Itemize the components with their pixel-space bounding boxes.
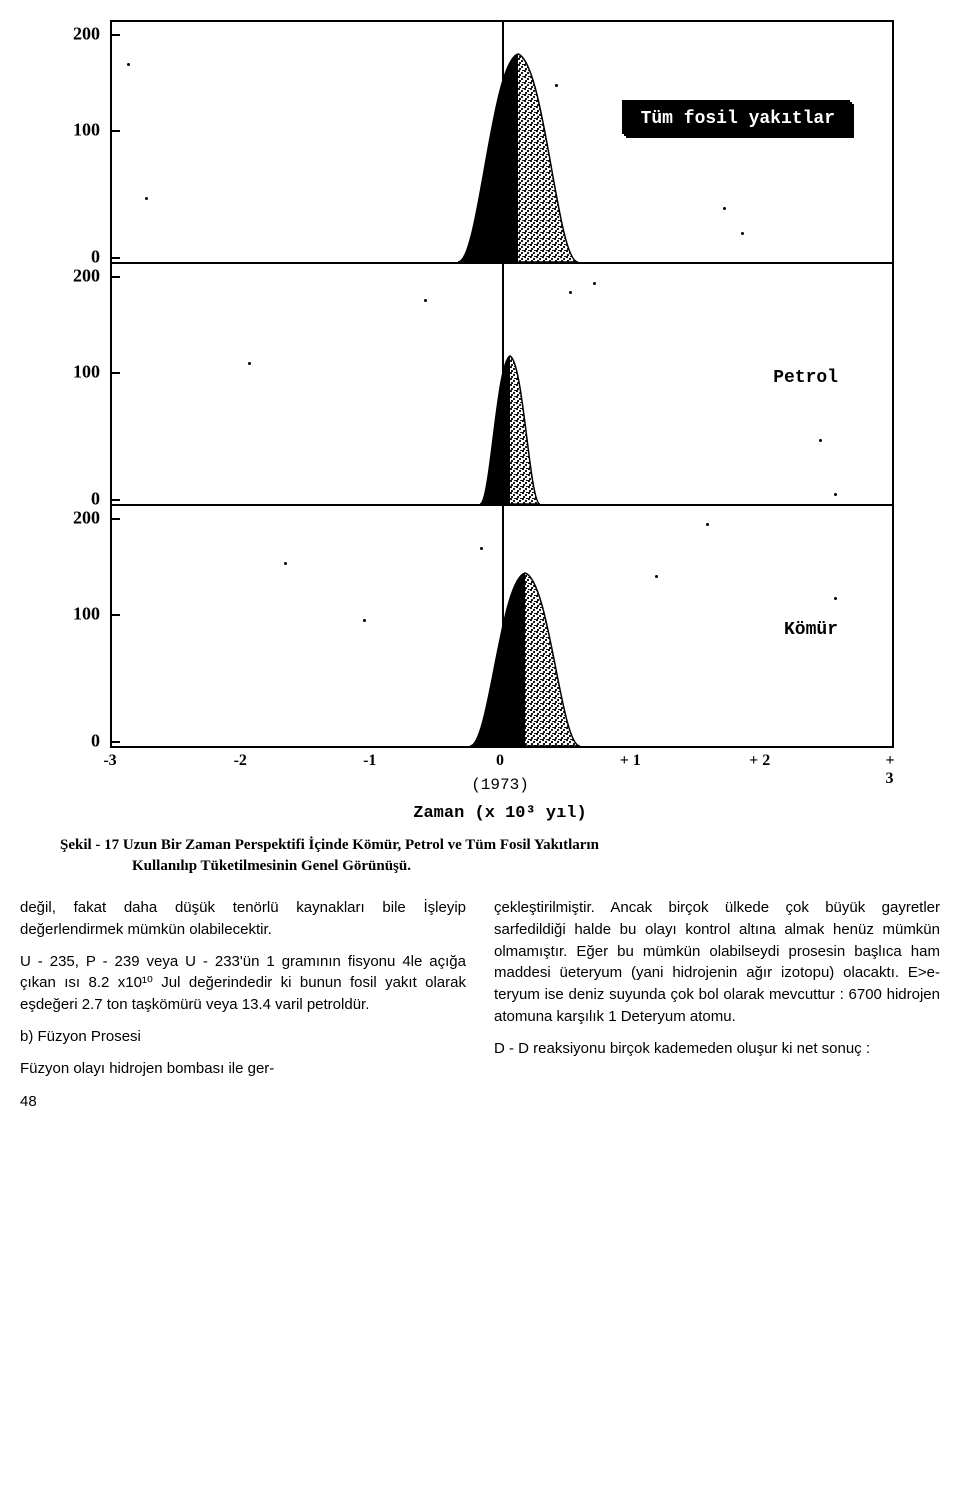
distribution-peak xyxy=(470,571,580,746)
x-tick-label: -1 xyxy=(363,752,376,770)
chart-panel: 2001000Petrol xyxy=(112,264,892,506)
figure-caption: Şekil - 17 Uzun Bir Zaman Perspektifi İç… xyxy=(60,835,940,877)
chart-panel: 2001000Kömür xyxy=(112,506,892,746)
paragraph: çekleştirilmiştir. Ancak birçok ülkede ç… xyxy=(494,897,940,1028)
chart-panel: 2001000Tüm fosil yakıtlar xyxy=(112,22,892,264)
x-tick-label: -3 xyxy=(103,752,116,770)
y-tick-label: 200 xyxy=(73,24,100,45)
y-tick-label: 100 xyxy=(73,604,100,625)
x-tick-label: -2 xyxy=(234,752,247,770)
y-tick-label: 200 xyxy=(73,266,100,287)
x-axis-label: Zaman (x 10³ yıl) xyxy=(110,804,890,823)
x-tick-label: + 2 xyxy=(749,752,770,770)
distribution-peak xyxy=(480,354,540,504)
distribution-peak xyxy=(458,52,578,262)
series-label: Tüm fosil yakıtlar xyxy=(624,102,852,136)
paragraph: D - D reaksiyonu birçok kademeden oluşur… xyxy=(494,1038,940,1060)
paragraph: değil, fakat daha düşük tenörlü kaynakla… xyxy=(20,897,466,941)
x-tick-label: 0 xyxy=(496,752,504,770)
x-axis-ticks: -3-2-10+ 1+ 2+ 3 xyxy=(110,748,890,778)
body-text: değil, fakat daha düşük tenörlü kaynakla… xyxy=(20,897,940,1113)
y-tick-label: 200 xyxy=(73,508,100,529)
right-column: çekleştirilmiştir. Ancak birçok ülkede ç… xyxy=(494,897,940,1113)
x-axis-year: (1973) xyxy=(110,776,890,794)
plot-area: 2001000Tüm fosil yakıtlar2001000Petrol20… xyxy=(110,20,894,748)
subheading: b) Füzyon Prosesi xyxy=(20,1026,466,1048)
series-label: Petrol xyxy=(759,364,852,392)
figure-17: Üretim hızı (x 1012 kwh/yıl) 2001000Tüm … xyxy=(40,20,920,823)
y-tick-label: 100 xyxy=(73,120,100,141)
y-tick-label: 0 xyxy=(91,731,100,752)
x-tick-label: + 3 xyxy=(885,752,894,788)
paragraph: Füzyon olayı hidrojen bombası ile ger- xyxy=(20,1058,466,1080)
page-number: 48 xyxy=(20,1091,466,1113)
series-label: Kömür xyxy=(770,616,852,644)
x-tick-label: + 1 xyxy=(620,752,641,770)
paragraph: U - 235, P - 239 veya U - 233'ün 1 gramı… xyxy=(20,951,466,1016)
left-column: değil, fakat daha düşük tenörlü kaynakla… xyxy=(20,897,466,1113)
y-tick-label: 100 xyxy=(73,362,100,383)
